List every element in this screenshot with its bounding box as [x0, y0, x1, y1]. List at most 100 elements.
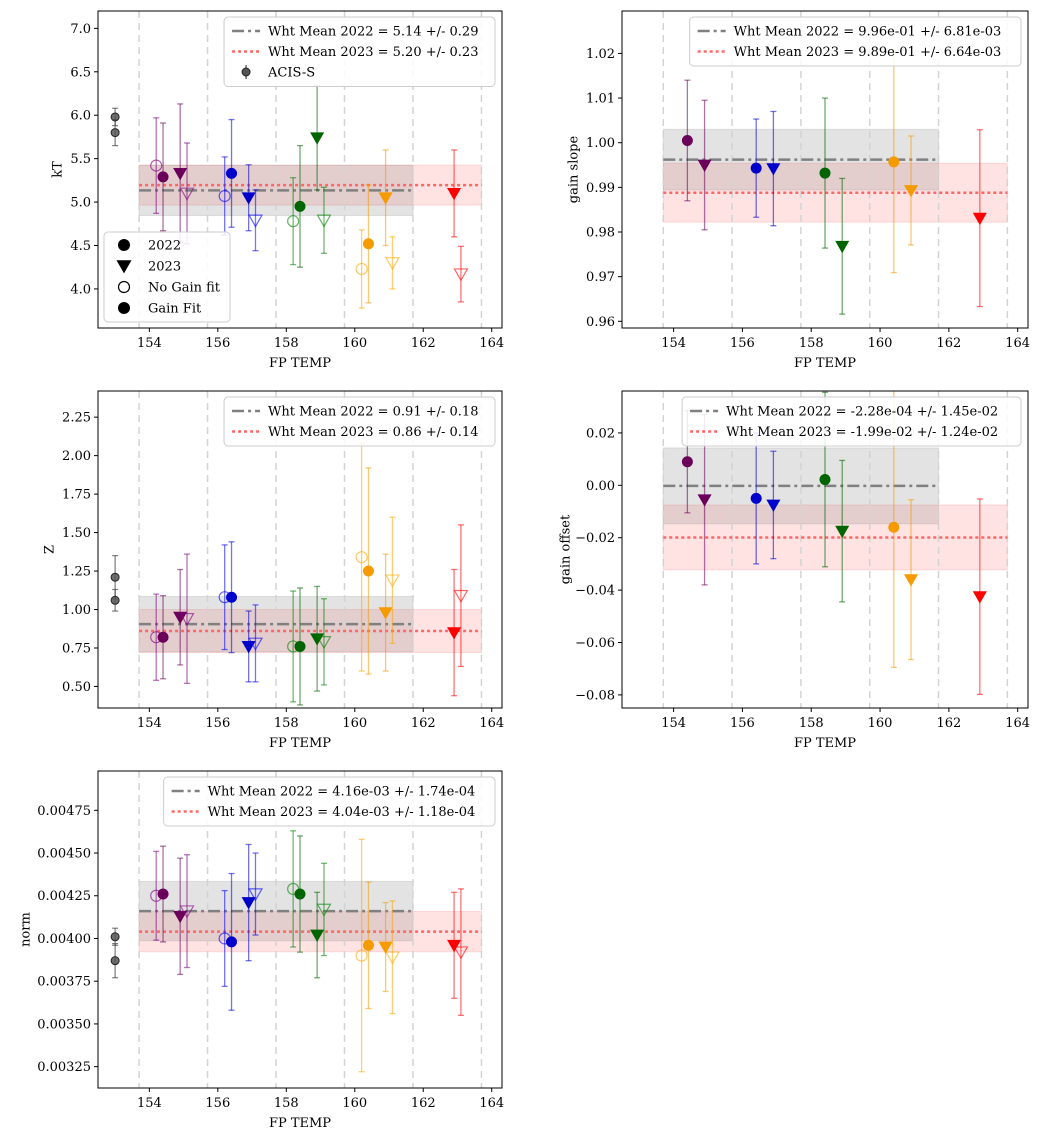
y-tick-label: 0.99: [586, 181, 615, 196]
triangle-marker: [241, 641, 256, 654]
data-point: [226, 541, 238, 654]
x-axis-label: FP TEMP: [794, 356, 856, 371]
marker-legend-symbol: [118, 239, 130, 251]
data-point: [294, 587, 306, 706]
open-triangle-marker: [316, 636, 332, 650]
data-point: [888, 50, 900, 274]
open-triangle-marker: [453, 268, 469, 282]
legend-entry: Wht Mean 2022 = 5.14 +/- 0.29: [268, 25, 478, 40]
y-tick-label: 7.0: [70, 22, 91, 37]
data-point: [226, 118, 238, 228]
x-tick-label: 160: [342, 336, 367, 351]
legend: Wht Mean 2022 = 0.91 +/- 0.18 Wht Mean 20…: [223, 396, 496, 447]
data-point: [903, 499, 919, 661]
open-circle-marker: [150, 159, 163, 172]
axes-frame: [621, 10, 1029, 329]
legend-frame: [223, 16, 496, 87]
acis-point: [110, 588, 120, 612]
x-tick-label: 160: [868, 716, 893, 731]
triangle-marker: [835, 525, 850, 539]
data-point: [681, 79, 693, 202]
triangle-marker: [447, 187, 462, 201]
circle-marker: [226, 167, 238, 179]
x-tick-label: 154: [137, 1096, 162, 1111]
y-tick-label: −0.08: [575, 688, 615, 703]
triangle-marker: [972, 591, 987, 604]
marker-legend-entry: No Gain fit: [148, 281, 221, 296]
triangle-marker: [378, 941, 393, 954]
x-tick-label: 162: [411, 336, 436, 351]
triangle-marker: [241, 192, 256, 205]
x-tick-label: 156: [730, 716, 755, 731]
legend-entry: Wht Mean 2023 = 0.86 +/- 0.14: [268, 425, 478, 440]
circle-marker: [819, 167, 831, 179]
legend-entry: Wht Mean 2022 = -2.28e-04 +/- 1.45e-02: [726, 405, 998, 420]
y-axis-label: kT: [50, 161, 65, 178]
data-point: [362, 881, 374, 1010]
legend-frame: [223, 396, 496, 447]
marker-legend-symbol: [116, 260, 132, 274]
data-point: [157, 122, 169, 232]
x-tick-label: 160: [868, 336, 893, 351]
data-point: [310, 891, 325, 979]
band-2023: [138, 164, 482, 206]
data-point: [241, 843, 256, 962]
circle-marker: [362, 565, 374, 577]
band-2023: [138, 609, 482, 654]
data-point: [835, 459, 850, 603]
circle-marker: [888, 521, 900, 533]
x-axis-label: FP TEMP: [269, 1116, 331, 1131]
marker-legend-entry: Gain Fit: [148, 302, 202, 317]
x-tick-label: 156: [730, 336, 755, 351]
legend-entry: Wht Mean 2022 = 0.91 +/- 0.18: [268, 405, 478, 420]
x-tick-label: 158: [799, 336, 824, 351]
open-circle-marker: [287, 215, 300, 228]
x-tick-label: 162: [411, 1096, 436, 1111]
open-triangle-marker: [247, 214, 264, 228]
y-tick-label: 0.00375: [37, 975, 91, 990]
panel-gain-slope: 154 156 158 160 162 164 0.96 0.97 0.98 0.99 1.00 1.…: [566, 10, 1030, 371]
legend: Wht Mean 2022 = 5.14 +/- 0.29 Wht Mean 20…: [223, 16, 496, 87]
y-tick-label: 1.75: [62, 488, 91, 503]
data-point: [378, 901, 393, 993]
triangle-marker: [766, 499, 781, 512]
triangle-marker: [378, 192, 393, 205]
x-axis-label: FP TEMP: [794, 736, 856, 751]
y-tick-label: 0.00475: [37, 804, 91, 819]
legend-entry: Wht Mean 2023 = 5.20 +/- 0.23: [268, 45, 478, 60]
x-tick-label: 158: [274, 1096, 299, 1111]
y-axis-label: gain offset: [559, 514, 574, 584]
data-point: [226, 872, 238, 1011]
x-tick-label: 154: [661, 336, 686, 351]
triangle-marker: [310, 132, 325, 145]
circle-marker: [819, 474, 831, 486]
data-point: [157, 845, 169, 943]
x-tick-label: 156: [205, 336, 230, 351]
circle-marker: [362, 238, 374, 250]
data-point: [835, 177, 850, 315]
triangle-marker: [697, 494, 712, 507]
y-tick-label: 0.96: [586, 315, 615, 330]
y-tick-label: 1.02: [586, 47, 615, 62]
y-tick-label: 6.0: [70, 109, 91, 124]
open-triangle-marker: [247, 637, 264, 651]
acis-marker: [110, 932, 120, 942]
data-point: [750, 118, 762, 218]
legend-entry: Wht Mean 2023 = 9.89e-01 +/- 6.64e-03: [734, 45, 1002, 60]
circle-marker: [750, 492, 762, 504]
y-tick-label: 0.50: [62, 680, 91, 695]
x-tick-label: 162: [411, 716, 436, 731]
panel-Z: 154 156 158 160 162 164 0.50 0.75 1.00 1.25 1.50 1.…: [42, 390, 504, 751]
y-axis-label: Z: [42, 545, 57, 554]
panel-norm: 154 156 158 160 162 164 0.00325 0.00350 0.00375 0…: [19, 770, 504, 1131]
triangle-marker: [835, 240, 850, 254]
data-point: [316, 598, 332, 686]
data-point: [355, 229, 368, 309]
circle-marker: [681, 134, 693, 146]
axes-frame: [97, 390, 503, 709]
band-2023: [662, 504, 1008, 571]
data-point: [179, 854, 195, 969]
circle-marker: [226, 591, 238, 603]
data-point: [766, 450, 781, 560]
y-tick-label: 0.00400: [37, 932, 91, 947]
